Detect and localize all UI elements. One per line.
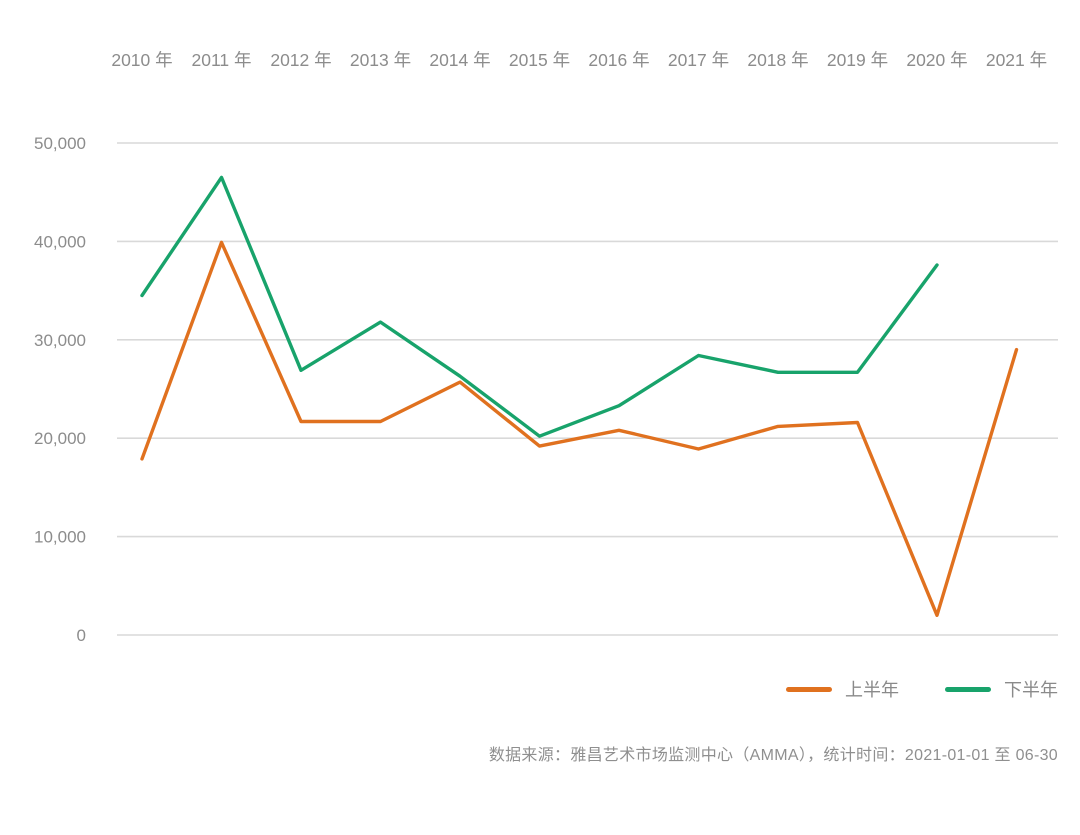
x-axis-tick-label: 2015 年 [509, 50, 570, 70]
x-axis-tick-label: 2012 年 [270, 50, 331, 70]
series-line-second-half [140, 175, 939, 438]
x-axis-tick-label: 2019 年 [827, 50, 888, 70]
x-axis-tick-label: 2010 年 [111, 50, 172, 70]
x-axis-tick-label: 2017 年 [668, 50, 729, 70]
chart-legend: 上半年 下半年 [786, 676, 1058, 702]
legend-swatch [945, 686, 991, 692]
x-axis-tick-label: 2020 年 [906, 50, 967, 70]
legend-swatch [786, 686, 832, 692]
x-axis-tick-label: 2013 年 [350, 50, 411, 70]
y-axis-tick-label: 20,000 [34, 429, 86, 448]
y-axis-tick-label: 10,000 [34, 528, 86, 547]
legend-label: 下半年 [1004, 680, 1058, 700]
y-axis-tick-label: 40,000 [34, 232, 86, 251]
x-axis-tick-label: 2011 年 [192, 50, 252, 70]
y-axis-tick-label: 50,000 [34, 134, 86, 153]
series-line-first-half [140, 240, 1019, 617]
legend-item-second-half: 下半年 [945, 676, 1058, 702]
legend-item-first-half: 上半年 [786, 676, 899, 702]
y-axis-tick-label: 0 [77, 626, 86, 645]
data-source-caption: 数据来源：雅昌艺术市场监测中心（AMMA），统计时间：2021-01-01 至 … [488, 747, 1058, 764]
x-axis-tick-label: 2018 年 [747, 50, 808, 70]
x-axis-tick-label: 2016 年 [588, 50, 649, 70]
x-axis-tick-label: 2021 年 [986, 50, 1047, 70]
y-axis-tick-label: 30,000 [34, 331, 86, 350]
x-axis-tick-label: 2014 年 [429, 50, 490, 70]
legend-label: 上半年 [845, 680, 899, 700]
